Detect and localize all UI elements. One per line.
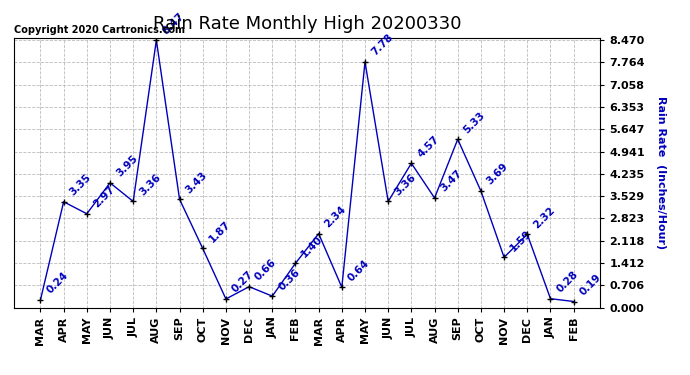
Text: 2.32: 2.32 <box>531 205 557 230</box>
Text: 3.69: 3.69 <box>485 162 511 187</box>
Text: 3.95: 3.95 <box>114 153 139 178</box>
Text: 3.36: 3.36 <box>393 172 417 197</box>
Text: 3.35: 3.35 <box>68 172 93 198</box>
Y-axis label: Rain Rate  (Inches/Hour): Rain Rate (Inches/Hour) <box>656 96 666 249</box>
Text: 2.34: 2.34 <box>323 204 348 230</box>
Text: 1.59: 1.59 <box>509 228 533 253</box>
Text: 4.57: 4.57 <box>415 134 441 159</box>
Text: 0.36: 0.36 <box>277 267 302 292</box>
Text: 0.19: 0.19 <box>578 272 603 297</box>
Text: 1.87: 1.87 <box>207 219 233 245</box>
Text: 0.27: 0.27 <box>230 270 255 295</box>
Text: 3.43: 3.43 <box>184 170 209 195</box>
Title: Rain Rate Monthly High 20200330: Rain Rate Monthly High 20200330 <box>152 15 462 33</box>
Text: 7.78: 7.78 <box>369 32 395 58</box>
Text: 3.47: 3.47 <box>439 168 464 194</box>
Text: 2.97: 2.97 <box>91 184 117 210</box>
Text: 3.36: 3.36 <box>137 172 163 197</box>
Text: 0.24: 0.24 <box>45 270 70 296</box>
Text: 0.66: 0.66 <box>253 257 279 282</box>
Text: Copyright 2020 Cartronics.com: Copyright 2020 Cartronics.com <box>14 25 185 35</box>
Text: 0.28: 0.28 <box>555 269 580 294</box>
Text: 1.40: 1.40 <box>299 234 325 259</box>
Text: 5.33: 5.33 <box>462 110 487 135</box>
Text: 8.47: 8.47 <box>161 10 186 36</box>
Text: 0.64: 0.64 <box>346 258 371 283</box>
